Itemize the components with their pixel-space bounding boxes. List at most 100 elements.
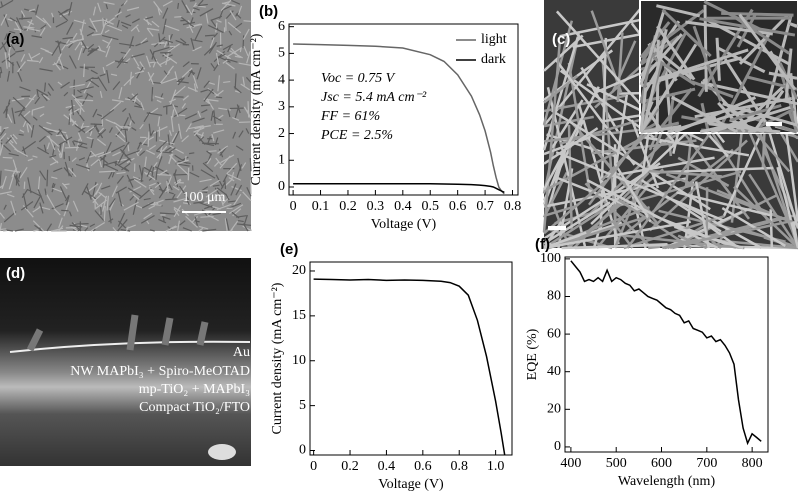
texture-stroke bbox=[15, 49, 25, 53]
texture-stroke bbox=[167, 65, 174, 74]
texture-stroke bbox=[198, 227, 204, 232]
texture-stroke bbox=[231, 171, 235, 180]
texture-stroke bbox=[738, 14, 789, 65]
texture-stroke bbox=[214, 137, 219, 146]
texture-stroke bbox=[0, 128, 6, 136]
texture-stroke bbox=[61, 39, 70, 51]
texture-stroke bbox=[146, 27, 160, 31]
texture-stroke bbox=[22, 110, 31, 118]
texture-stroke bbox=[75, 222, 89, 225]
texture-stroke bbox=[187, 69, 193, 78]
texture-stroke bbox=[94, 210, 105, 222]
texture-stroke bbox=[120, 228, 131, 232]
texture-stroke bbox=[242, 28, 250, 40]
texture-stroke bbox=[117, 212, 126, 227]
texture-stroke bbox=[99, 73, 106, 77]
texture-stroke bbox=[87, 43, 95, 50]
texture-stroke bbox=[20, 54, 26, 62]
annotation: FF = 61% bbox=[320, 109, 380, 124]
texture-stroke bbox=[216, 187, 227, 196]
texture-stroke bbox=[30, 124, 35, 138]
texture-stroke bbox=[126, 226, 129, 232]
texture-stroke bbox=[14, 228, 24, 232]
texture-stroke bbox=[21, 140, 36, 152]
texture-stroke bbox=[77, 47, 83, 61]
texture-stroke bbox=[7, 99, 11, 105]
texture-stroke bbox=[2, 156, 13, 159]
texture-stroke bbox=[98, 127, 105, 134]
texture-stroke bbox=[112, 227, 117, 232]
texture-stroke bbox=[197, 3, 208, 7]
texture-stroke bbox=[68, 211, 72, 217]
x-tick-label: 800 bbox=[742, 456, 763, 471]
texture-stroke bbox=[174, 154, 188, 165]
texture-stroke bbox=[90, 158, 100, 167]
texture-stroke bbox=[241, 162, 247, 169]
texture-stroke bbox=[212, 194, 217, 201]
texture-stroke bbox=[246, 187, 252, 197]
texture-stroke bbox=[239, 47, 242, 53]
texture-stroke bbox=[223, 80, 231, 84]
texture-stroke bbox=[165, 146, 173, 152]
y-tick-label: 4 bbox=[278, 72, 285, 87]
texture-stroke bbox=[38, 135, 47, 143]
texture-stroke bbox=[162, 18, 167, 35]
texture-stroke bbox=[140, 37, 148, 44]
texture-stroke bbox=[231, 211, 240, 219]
texture-stroke bbox=[216, 19, 222, 23]
texture-stroke bbox=[117, 151, 125, 164]
texture-stroke bbox=[639, 30, 688, 117]
texture-stroke bbox=[146, 149, 156, 155]
texture-stroke bbox=[102, 19, 114, 25]
texture-stroke bbox=[58, 217, 63, 229]
texture-stroke bbox=[193, 127, 202, 137]
texture-stroke bbox=[149, 61, 155, 64]
texture-stroke bbox=[116, 19, 120, 28]
texture-stroke bbox=[149, 130, 155, 137]
texture-stroke bbox=[147, 131, 150, 147]
texture-stroke bbox=[171, 109, 175, 118]
texture-stroke bbox=[225, 193, 230, 201]
texture-stroke bbox=[42, 17, 52, 28]
texture-stroke bbox=[22, 120, 27, 128]
texture-stroke bbox=[78, 157, 86, 161]
texture-stroke bbox=[203, 46, 214, 56]
texture-stroke bbox=[157, 7, 161, 16]
texture-stroke bbox=[233, 193, 242, 206]
texture-stroke bbox=[225, 218, 230, 231]
texture-stroke bbox=[31, 35, 42, 39]
texture-stroke bbox=[148, 72, 155, 82]
texture-stroke bbox=[160, 71, 171, 84]
texture-stroke bbox=[661, 8, 712, 58]
texture-stroke bbox=[202, 228, 217, 232]
texture-stroke bbox=[46, 223, 53, 232]
texture-stroke bbox=[121, 24, 129, 29]
texture-stroke bbox=[87, 48, 94, 56]
texture-stroke bbox=[83, 63, 86, 78]
texture-stroke bbox=[10, 44, 16, 51]
texture-stroke bbox=[202, 162, 214, 173]
texture-stroke bbox=[77, 132, 83, 142]
texture-stroke bbox=[26, 123, 30, 133]
texture-stroke bbox=[130, 119, 136, 124]
texture-stroke bbox=[206, 158, 212, 165]
x-tick-label: 1.0 bbox=[487, 459, 505, 474]
texture-stroke bbox=[146, 112, 163, 116]
texture-stroke bbox=[215, 174, 224, 188]
texture-stroke bbox=[108, 127, 113, 133]
texture-stroke bbox=[173, 208, 180, 217]
texture-stroke bbox=[39, 202, 44, 214]
texture-stroke bbox=[542, 86, 600, 191]
texture-stroke bbox=[676, 191, 773, 217]
texture-stroke bbox=[202, 142, 215, 147]
texture-stroke bbox=[104, 29, 110, 34]
y-tick-label: 5 bbox=[278, 46, 285, 61]
texture-stroke bbox=[159, 212, 176, 215]
texture-stroke bbox=[109, 199, 116, 211]
texture-stroke bbox=[169, 145, 184, 154]
texture-stroke bbox=[140, 215, 155, 224]
texture-stroke bbox=[164, 188, 170, 193]
y-tick-label: 10 bbox=[292, 353, 306, 368]
texture-stroke bbox=[194, 125, 211, 130]
texture-stroke bbox=[103, 141, 112, 158]
